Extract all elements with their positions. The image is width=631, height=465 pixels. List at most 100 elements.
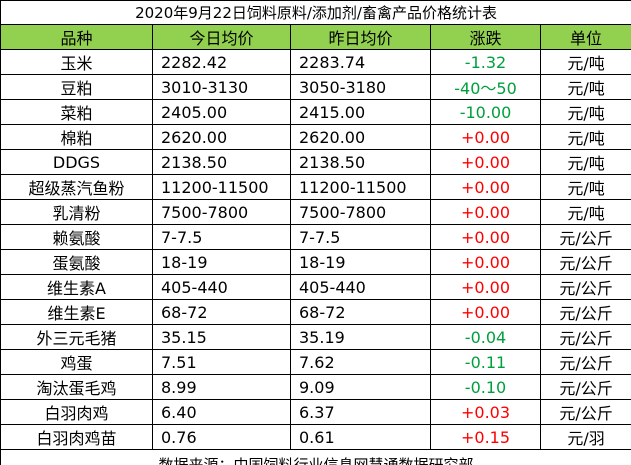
- price: 2138.50: [290, 149, 431, 175]
- item-name: 乳清粉: [0, 199, 153, 225]
- item-name: 外三元毛猪: [0, 324, 153, 350]
- price: 7.51: [152, 349, 291, 375]
- item-name: 鸡蛋: [0, 349, 153, 375]
- data-row: 乳清粉 7500-7800 7500-7800 +0.00 元/吨: [0, 199, 631, 225]
- header-cell: 品种: [0, 24, 153, 50]
- price: 3010-3130: [152, 74, 291, 100]
- unit: 元/公斤: [539, 224, 631, 250]
- change: +0.00: [430, 174, 541, 200]
- price: 6.40: [152, 399, 291, 425]
- unit: 元/吨: [539, 149, 631, 175]
- data-row: 蛋氨酸 18-19 18-19 +0.00 元/公斤: [0, 249, 631, 275]
- item-name: 豆粕: [0, 74, 153, 100]
- price: 7-7.5: [152, 224, 291, 250]
- data-row: 白羽肉鸡 6.40 6.37 +0.03 元/公斤: [0, 399, 631, 425]
- unit: 元/吨: [539, 74, 631, 100]
- price: 2620.00: [152, 124, 291, 150]
- header-cell: 涨跌: [430, 24, 541, 50]
- item-name: 白羽肉鸡: [0, 399, 153, 425]
- price: 2620.00: [290, 124, 431, 150]
- data-row: 赖氨酸 7-7.5 7-7.5 +0.00 元/公斤: [0, 224, 631, 250]
- price: 7.62: [290, 349, 431, 375]
- unit: 元/吨: [539, 124, 631, 150]
- change: -0.11: [430, 349, 541, 375]
- unit: 元/公斤: [539, 324, 631, 350]
- price: 2405.00: [152, 99, 291, 125]
- price: 68-72: [290, 299, 431, 325]
- price: 18-19: [152, 249, 291, 275]
- price: 0.61: [290, 424, 431, 450]
- item-name: 淘汰蛋毛鸡: [0, 374, 153, 400]
- change: -0.10: [430, 374, 541, 400]
- data-row: 外三元毛猪 35.15 35.19 -0.04 元/公斤: [0, 324, 631, 350]
- title-row: 2020年9月22日饲料原料/添加剂/畜禽产品价格统计表: [0, 0, 631, 25]
- change: +0.00: [430, 149, 541, 175]
- price: 9.09: [290, 374, 431, 400]
- item-name: 蛋氨酸: [0, 249, 153, 275]
- data-row: 棉粕 2620.00 2620.00 +0.00 元/吨: [0, 124, 631, 150]
- data-row: 维生素E 68-72 68-72 +0.00 元/公斤: [0, 299, 631, 325]
- item-name: 白羽肉鸡苗: [0, 424, 153, 450]
- change: +0.00: [430, 274, 541, 300]
- item-name: DDGS: [0, 149, 153, 175]
- data-row: 鸡蛋 7.51 7.62 -0.11 元/公斤: [0, 349, 631, 375]
- change: -1.32: [430, 49, 541, 75]
- unit: 元/吨: [539, 99, 631, 125]
- price: 2282.42: [152, 49, 291, 75]
- price: 2283.74: [290, 49, 431, 75]
- price: 405-440: [290, 274, 431, 300]
- change: +0.15: [430, 424, 541, 450]
- price: 35.19: [290, 324, 431, 350]
- change: -10.00: [430, 99, 541, 125]
- item-name: 维生素E: [0, 299, 153, 325]
- header-cell: 今日均价: [152, 24, 291, 50]
- price: 2138.50: [152, 149, 291, 175]
- change: +0.00: [430, 249, 541, 275]
- item-name: 赖氨酸: [0, 224, 153, 250]
- footer-row: 数据来源：中国饲料行业信息网慧通数据研究部: [0, 449, 631, 465]
- unit: 元/公斤: [539, 374, 631, 400]
- change: -0.04: [430, 324, 541, 350]
- data-row: 菜粕 2405.00 2415.00 -10.00 元/吨: [0, 99, 631, 125]
- item-name: 棉粕: [0, 124, 153, 150]
- change: +0.00: [430, 124, 541, 150]
- unit: 元/公斤: [539, 299, 631, 325]
- price: 68-72: [152, 299, 291, 325]
- item-name: 玉米: [0, 49, 153, 75]
- price: 18-19: [290, 249, 431, 275]
- price: 0.76: [152, 424, 291, 450]
- unit: 元/吨: [539, 174, 631, 200]
- change: +0.00: [430, 299, 541, 325]
- data-row: 超级蒸汽鱼粉 11200-11500 11200-11500 +0.00 元/吨: [0, 174, 631, 200]
- unit: 元/公斤: [539, 399, 631, 425]
- price: 2415.00: [290, 99, 431, 125]
- change: +0.00: [430, 224, 541, 250]
- header-cell: 昨日均价: [290, 24, 431, 50]
- price: 7500-7800: [290, 199, 431, 225]
- table-title: 2020年9月22日饲料原料/添加剂/畜禽产品价格统计表: [0, 0, 631, 25]
- price: 11200-11500: [290, 174, 431, 200]
- data-row: 豆粕 3010-3130 3050-3180 -40～50 元/吨: [0, 74, 631, 100]
- price: 3050-3180: [290, 74, 431, 100]
- data-row: 维生素A 405-440 405-440 +0.00 元/公斤: [0, 274, 631, 300]
- data-row: 淘汰蛋毛鸡 8.99 9.09 -0.10 元/公斤: [0, 374, 631, 400]
- price: 405-440: [152, 274, 291, 300]
- item-name: 超级蒸汽鱼粉: [0, 174, 153, 200]
- unit: 元/羽: [539, 424, 631, 450]
- price: 6.37: [290, 399, 431, 425]
- source-note: 数据来源：中国饲料行业信息网慧通数据研究部: [0, 449, 631, 465]
- header-cell: 单位: [539, 24, 631, 50]
- header-row: 品种 今日均价 昨日均价 涨跌 单位: [0, 24, 631, 50]
- data-row: 玉米 2282.42 2283.74 -1.32 元/吨: [0, 49, 631, 75]
- price: 35.15: [152, 324, 291, 350]
- unit: 元/公斤: [539, 349, 631, 375]
- unit: 元/吨: [539, 199, 631, 225]
- change: -40～50: [430, 74, 541, 100]
- data-row: 白羽肉鸡苗 0.76 0.61 +0.15 元/羽: [0, 424, 631, 450]
- unit: 元/公斤: [539, 249, 631, 275]
- price: 8.99: [152, 374, 291, 400]
- price: 11200-11500: [152, 174, 291, 200]
